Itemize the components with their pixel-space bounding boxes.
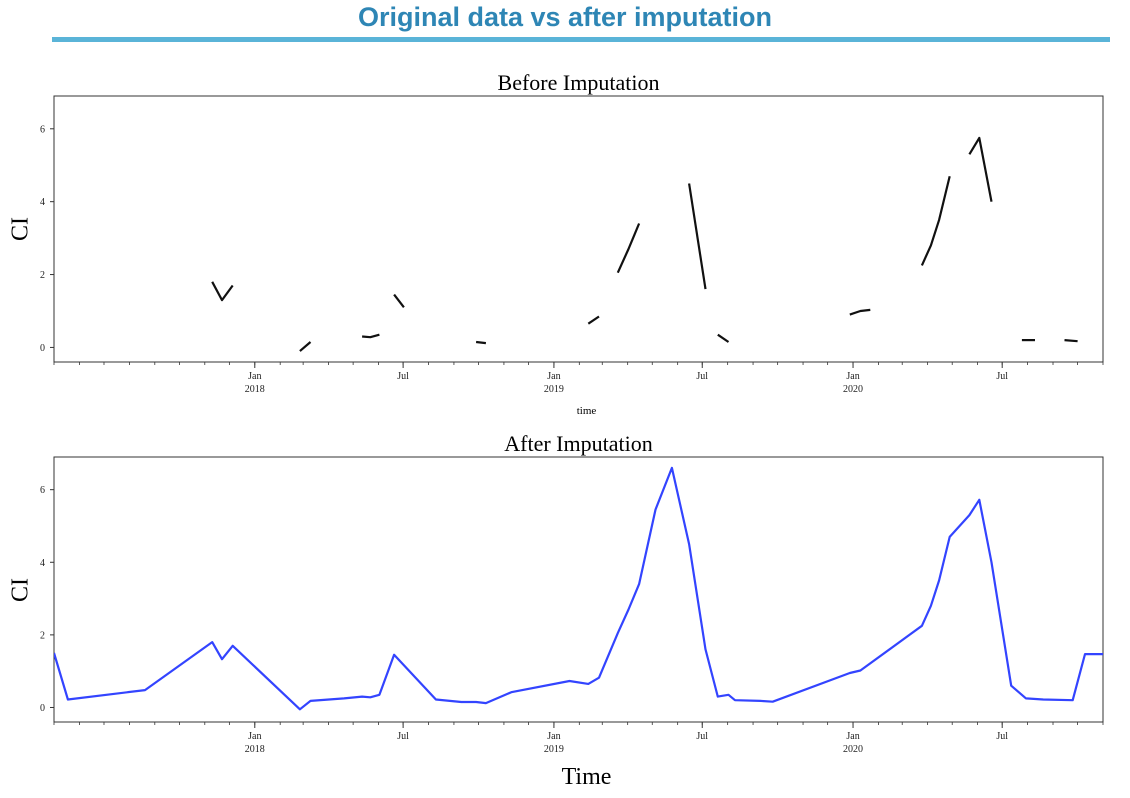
x-axis-label: Time <box>562 764 612 790</box>
series-line <box>54 466 1103 711</box>
x-tick-label-month: Jul <box>996 371 1008 382</box>
x-axis-label: time <box>577 405 597 417</box>
plot-frame <box>53 456 1104 723</box>
x-tick-label-month: Jan <box>547 731 560 742</box>
y-axis-label: CI <box>8 578 34 602</box>
page-title: Original data vs after imputation <box>357 2 773 32</box>
plot-frame <box>53 95 1104 363</box>
series-line-segment <box>475 340 487 345</box>
series-line-segment <box>362 333 380 339</box>
series-line-segment <box>688 183 707 290</box>
series-line-segment <box>299 341 312 352</box>
y-tick-label: 2 <box>40 270 45 281</box>
series-line-segment <box>920 175 951 266</box>
x-tick-label-month: Jul <box>996 731 1008 742</box>
x-tick-label-month: Jan <box>248 731 261 742</box>
title-underline <box>52 37 1110 42</box>
y-tick-label: 6 <box>40 124 45 135</box>
x-tick-label-month: Jan <box>248 371 261 382</box>
x-tick-label-month: Jul <box>397 731 409 742</box>
chart-title: Before Imputation <box>498 70 660 95</box>
y-tick-label: 2 <box>40 630 45 641</box>
x-tick-label-year: 2018 <box>245 384 265 395</box>
chart-panel-before: Before Imputation CI time 0 2 4 6 Jan 2018 Jul Jan… <box>8 70 1104 417</box>
x-tick-label-month: Jul <box>696 371 708 382</box>
x-tick-label-year: 2019 <box>544 384 564 395</box>
series-line-segment <box>968 136 993 202</box>
y-tick-label: 0 <box>40 703 45 714</box>
y-tick-label: 4 <box>40 197 45 208</box>
x-tick-label-month: Jan <box>846 371 859 382</box>
series-line-segment <box>587 315 600 325</box>
chart-title: After Imputation <box>504 431 652 456</box>
x-tick-label-month: Jul <box>696 731 708 742</box>
x-tick-label-month: Jan <box>547 371 560 382</box>
chart-panel-after: After Imputation CI Time 0 2 4 6 Jan 2018 Jul Jan 2… <box>8 431 1104 790</box>
series-line-segment <box>717 333 730 343</box>
x-tick-label-year: 2018 <box>245 744 265 755</box>
series-line-segment <box>1064 339 1078 343</box>
x-tick-label-year: 2019 <box>544 744 564 755</box>
series-line-segment <box>616 223 641 274</box>
y-tick-label: 6 <box>40 485 45 496</box>
x-tick-label-month: Jul <box>397 371 409 382</box>
y-tick-label: 4 <box>40 558 45 569</box>
y-axis-label: CI <box>8 217 34 241</box>
series-line-segment <box>211 281 234 302</box>
y-tick-label: 0 <box>40 343 45 354</box>
x-tick-label-year: 2020 <box>843 744 863 755</box>
x-tick-label-month: Jan <box>846 731 859 742</box>
x-tick-label-year: 2020 <box>843 384 863 395</box>
series-line-segment <box>393 293 405 308</box>
series-line-segment <box>849 308 871 316</box>
